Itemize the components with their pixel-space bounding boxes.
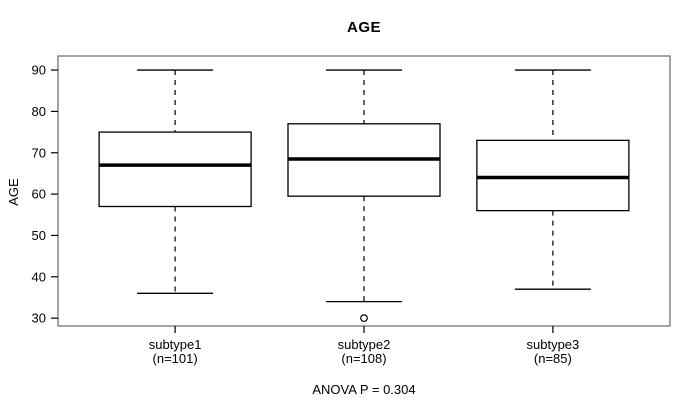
y-tick-label: 80 <box>32 104 46 119</box>
chart-title: AGE <box>346 19 381 36</box>
iqr-box <box>476 139 630 212</box>
y-tick-label: 60 <box>32 187 46 202</box>
group-n-label: (n=85) <box>534 351 572 366</box>
iqr-box <box>98 131 252 208</box>
anova-p-value: ANOVA P = 0.304 <box>312 382 416 397</box>
y-tick-label: 50 <box>32 228 46 243</box>
y-tick-label: 30 <box>32 311 46 326</box>
group-label: subtype3 <box>527 337 580 352</box>
group-label: subtype2 <box>338 337 391 352</box>
y-tick-label: 90 <box>32 63 46 78</box>
outlier-point <box>360 314 368 323</box>
group-label: subtype1 <box>149 337 202 352</box>
y-tick-label: 70 <box>32 145 46 160</box>
y-tick-label: 40 <box>32 269 46 284</box>
group-n-label: (n=101) <box>153 351 198 366</box>
group-n-label: (n=108) <box>341 351 386 366</box>
